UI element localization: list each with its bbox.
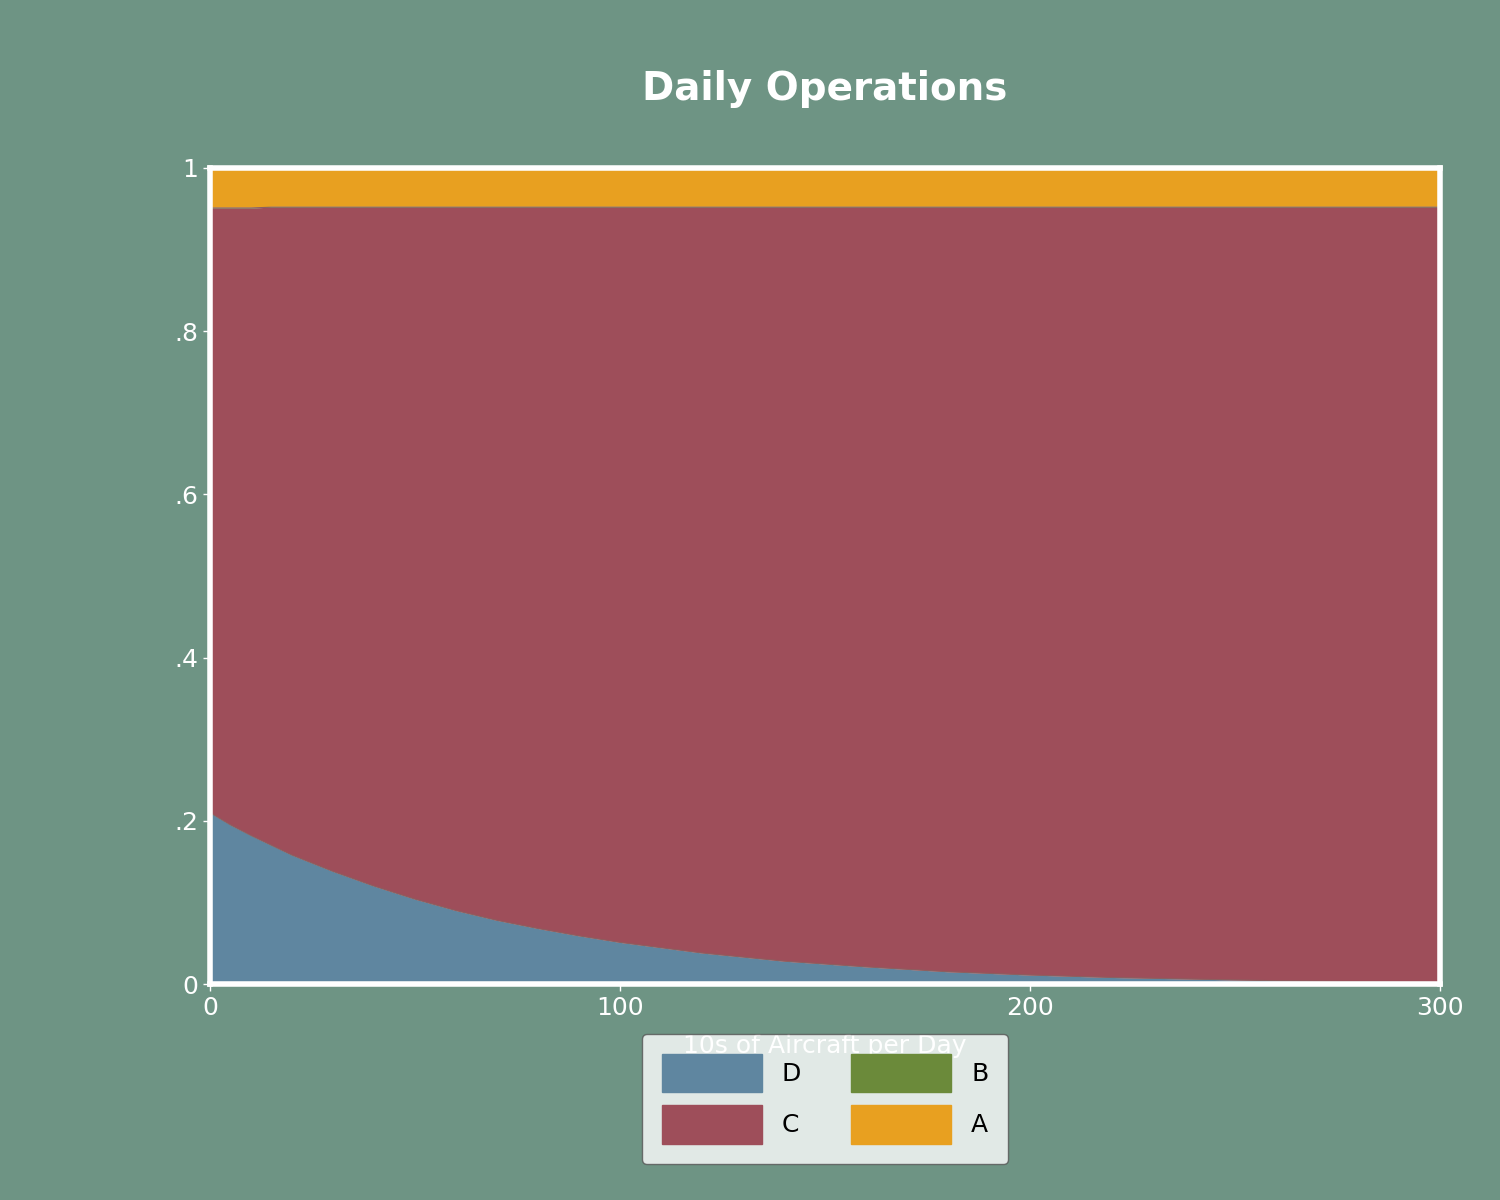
Text: Daily Operations: Daily Operations [642, 70, 1008, 108]
X-axis label: 10s of Aircraft per Day: 10s of Aircraft per Day [682, 1033, 966, 1057]
Legend: D, C, B, A: D, C, B, A [642, 1033, 1008, 1164]
